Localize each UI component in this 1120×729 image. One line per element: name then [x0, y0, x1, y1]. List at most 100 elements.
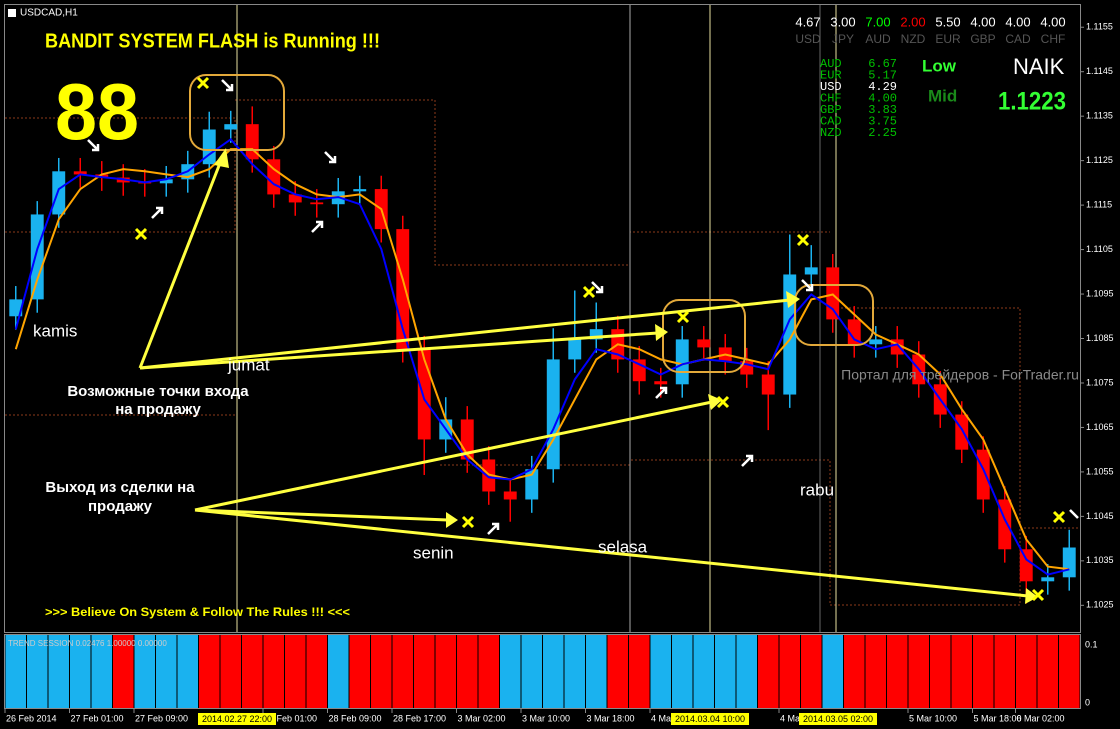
- candle-body: [224, 124, 238, 130]
- arrow-head: [655, 324, 668, 341]
- currency-name: EUR: [935, 32, 961, 46]
- signal-mid: Mid: [928, 86, 957, 105]
- day-label: senin: [413, 543, 454, 562]
- candle-body: [52, 171, 66, 215]
- trend-bar: [349, 635, 370, 708]
- x-tick-label: 28 Feb 09:00: [329, 713, 382, 723]
- strength-value: 2.25: [868, 126, 897, 140]
- trend-bar: [414, 635, 435, 708]
- y-tick-label: 1.1095: [1086, 288, 1114, 298]
- x-tick-label: 27 Feb 09:00: [135, 713, 188, 723]
- strength-value: 3.83: [868, 103, 897, 117]
- currency-name: USD: [795, 32, 821, 46]
- strength-value: 5.17: [868, 69, 897, 83]
- y-tick-label: 1.1125: [1086, 155, 1113, 165]
- trend-bar: [908, 635, 929, 708]
- cursor-label: 2014.02.27 22:00: [202, 714, 272, 724]
- cursor-label-box: [671, 713, 749, 725]
- candle-body: [525, 469, 539, 500]
- cursor-label-box: [799, 713, 877, 725]
- indicator-label: TREND SESSION 0.02476 1.00000 0.00000: [8, 639, 167, 648]
- y-tick-label: 1.1085: [1086, 333, 1114, 343]
- currency-value: 2.00: [900, 14, 925, 29]
- session-boxes: [5, 99, 1080, 606]
- trend-bar: [693, 635, 714, 708]
- day-label: selasa: [598, 537, 648, 556]
- candle-body: [288, 194, 302, 203]
- currency-name: CHF: [1041, 32, 1066, 46]
- currency-value: 4.67: [795, 14, 820, 29]
- highlight-box: [189, 74, 285, 151]
- trend-bar: [973, 635, 994, 708]
- trend-bar: [1016, 635, 1037, 708]
- x-tick-label: 27 Feb 01:00: [71, 713, 124, 723]
- highlight-box: [662, 299, 746, 373]
- moving-average: [14, 148, 1070, 571]
- candle-body: [826, 267, 840, 320]
- y-tick-label: 1.1155: [1086, 22, 1113, 32]
- window-title: USDCAD,H1: [20, 8, 78, 19]
- trend-bar: [177, 635, 198, 708]
- y-tick-label: 1.1035: [1086, 555, 1114, 565]
- trend-bar: [48, 635, 69, 708]
- trend-bar: [113, 635, 134, 708]
- y-tick-label: 1.1025: [1086, 600, 1114, 610]
- strength-value: 3.75: [868, 115, 897, 129]
- trend-bar: [70, 635, 91, 708]
- arrow: [138, 157, 224, 369]
- x-tick-label: 3 Mar 18:00: [587, 713, 635, 723]
- day-label: kamis: [33, 321, 77, 340]
- signal-arrows: [87, 79, 1079, 535]
- strength-value: 4.29: [868, 80, 897, 94]
- trend-bar: [672, 635, 693, 708]
- moving-average: [14, 137, 1070, 576]
- candle-body: [847, 319, 861, 345]
- day-label: jumat: [227, 355, 270, 374]
- trend-bar: [392, 635, 413, 708]
- trend-bar: [134, 635, 155, 708]
- counter: 88: [55, 67, 139, 156]
- arrow-head: [708, 394, 722, 410]
- footer-banner: >>> Believe On System & Follow The Rules…: [45, 605, 350, 619]
- strength-currency: AUD: [820, 57, 842, 71]
- trend-bar: [521, 635, 542, 708]
- candle-body: [804, 267, 818, 275]
- trend-bar: [27, 635, 48, 708]
- trend-bar: [844, 635, 865, 708]
- candle-body: [546, 359, 560, 470]
- candle-body: [568, 339, 582, 360]
- trend-bar: [91, 635, 112, 708]
- trend-bar: [478, 635, 499, 708]
- y-tick-label: 1.1145: [1086, 66, 1113, 76]
- strength-currency: CAD: [820, 115, 842, 129]
- candle-body: [976, 449, 990, 500]
- cursor-label: 2014.03.05 02:00: [803, 714, 873, 724]
- currency-name: GBP: [970, 32, 995, 46]
- arrow-head: [786, 291, 800, 308]
- exit-note: Выход из сделки на: [45, 479, 195, 496]
- strength-value: 4.00: [868, 92, 897, 106]
- arrow-head: [214, 148, 229, 168]
- trend-bar: [457, 635, 478, 708]
- session-box: [440, 307, 1021, 606]
- signal-direction: NAIK: [1013, 54, 1065, 79]
- day-label: rabu: [800, 480, 834, 499]
- arrow: [139, 331, 659, 370]
- trend-bar: [564, 635, 585, 708]
- cursor-label: 2014.03.04 10:00: [675, 714, 745, 724]
- candle-body: [1041, 577, 1055, 582]
- trend-bar: [306, 635, 327, 708]
- x-tick-label: 6 Mar 02:00: [1017, 713, 1065, 723]
- trend-bar: [607, 635, 628, 708]
- strength-currency: NZD: [820, 126, 842, 140]
- trend-bar: [500, 635, 521, 708]
- candle-body: [955, 414, 969, 450]
- currency-name: JPY: [832, 32, 854, 46]
- y-tick-label: 1.1075: [1086, 377, 1114, 387]
- candle-body: [159, 179, 173, 184]
- trend-bar: [371, 635, 392, 708]
- x-tick-label: 28 Feb 17:00: [393, 713, 446, 723]
- currency-name: AUD: [865, 32, 891, 46]
- candle-body: [761, 374, 775, 395]
- trend-bar: [930, 635, 951, 708]
